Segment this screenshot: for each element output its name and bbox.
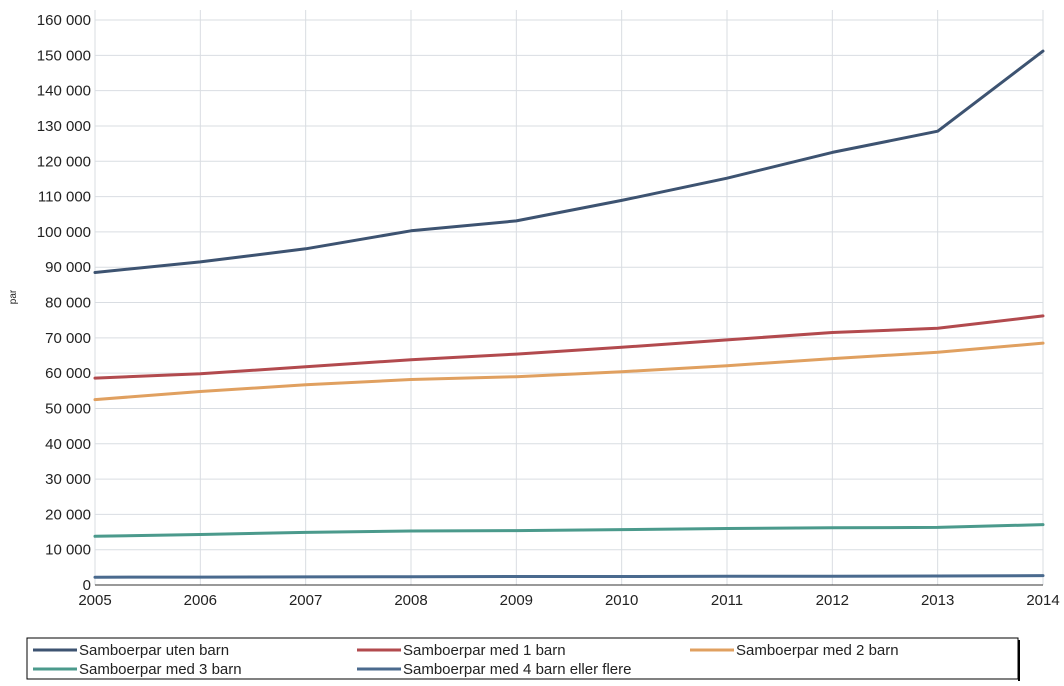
plot-area (95, 10, 1043, 585)
y-tick-label: 80 000 (45, 295, 91, 312)
x-tick-label: 2014 (1026, 592, 1059, 609)
legend-label: Samboerpar med 3 barn (79, 661, 242, 678)
y-tick-label: 90 000 (45, 259, 91, 276)
legend-box (26, 637, 1019, 680)
x-tick-label: 2009 (500, 592, 533, 609)
x-tick-label: 2013 (921, 592, 954, 609)
series-line-3 (93, 341, 1045, 402)
legend-label: Samboerpar med 2 barn (736, 642, 899, 659)
x-tick-label: 2007 (289, 592, 322, 609)
y-tick-label: 50 000 (45, 400, 91, 417)
x-tick-label: 2005 (78, 592, 111, 609)
x-tick-label: 2012 (816, 592, 849, 609)
x-tick-label: 2006 (184, 592, 217, 609)
x-tick-label: 2010 (605, 592, 638, 609)
legend: Samboerpar uten barn Samboerpar med 1 bar… (33, 642, 899, 678)
y-tick-label: 140 000 (37, 83, 91, 100)
y-tick-label: 10 000 (45, 542, 91, 559)
grid-lines (94, 10, 1044, 586)
y-tick-label: 20 000 (45, 506, 91, 523)
x-axis-ticks: 2005 2006 2007 2008 2009 2010 2011 2012 2013 2014 (78, 592, 1059, 609)
y-tick-label: 120 000 (37, 153, 91, 170)
legend-label: Samboerpar uten barn (79, 642, 229, 659)
y-axis-label: par (8, 289, 19, 304)
series-line-5 (93, 574, 1045, 579)
x-tick-label: 2008 (394, 592, 427, 609)
y-tick-label: 70 000 (45, 330, 91, 347)
series-lines (93, 49, 1045, 579)
y-tick-label: 30 000 (45, 471, 91, 488)
series-line-4 (93, 523, 1045, 538)
y-tick-label: 0 (83, 577, 91, 594)
y-tick-label: 60 000 (45, 365, 91, 382)
legend-label: Samboerpar med 4 barn eller flere (403, 661, 631, 678)
x-tick-label: 2011 (711, 592, 743, 609)
series-line-2 (93, 314, 1045, 380)
y-tick-label: 110 000 (38, 189, 91, 206)
y-axis-ticks: 0 10 000 20 000 30 000 40 000 50 000 60 000 70 … (37, 12, 91, 594)
y-tick-label: 40 000 (45, 436, 91, 453)
y-tick-label: 130 000 (37, 118, 91, 135)
y-tick-label: 160 000 (37, 12, 91, 29)
series-line-1 (93, 49, 1045, 274)
y-tick-label: 100 000 (37, 224, 91, 241)
legend-label: Samboerpar med 1 barn (403, 642, 566, 659)
y-tick-label: 150 000 (37, 47, 91, 64)
